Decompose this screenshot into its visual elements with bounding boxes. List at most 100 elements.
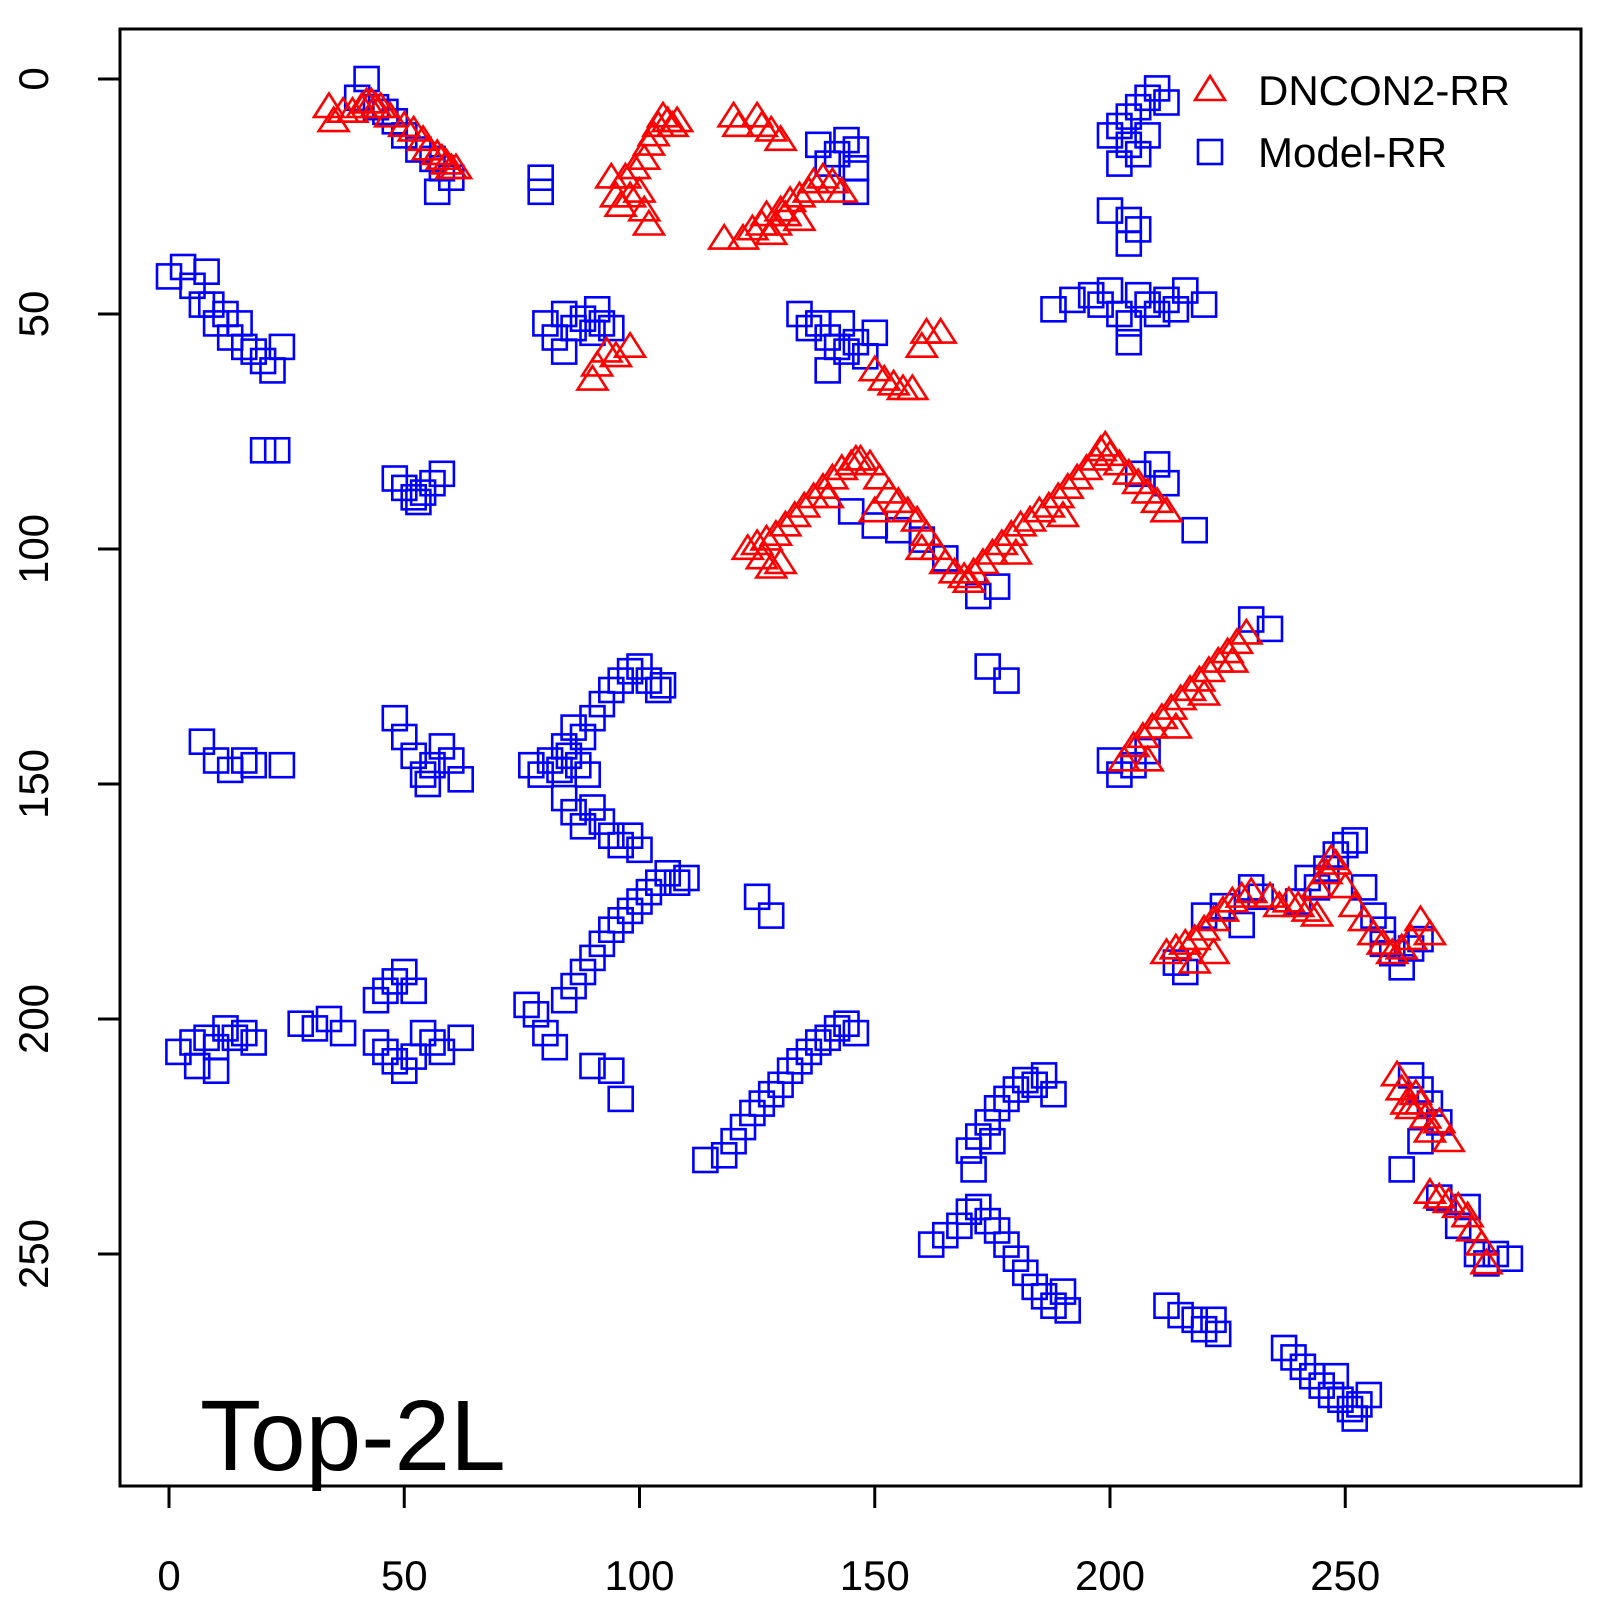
model-rr-point <box>1002 1076 1030 1103</box>
model-rr-point <box>263 436 291 464</box>
model-rr-point <box>1106 300 1133 328</box>
model-rr-point <box>202 1057 230 1084</box>
model-rr-point <box>795 314 823 342</box>
dncon2-rr-point <box>1299 899 1335 927</box>
dncon2-rr-point <box>1186 678 1222 706</box>
dncon2-rr-point <box>1374 937 1410 965</box>
model-rr-point <box>588 310 616 337</box>
model-rr-point <box>1134 737 1161 765</box>
model-rr-point <box>569 958 597 986</box>
model-rr-point <box>993 1231 1020 1258</box>
model-rr-point <box>1172 277 1199 304</box>
model-rr-point <box>1350 874 1378 901</box>
y-tick-label: 50 <box>10 291 57 338</box>
model-rr-point <box>616 657 644 685</box>
model-rr-point <box>597 822 625 850</box>
model-rr-point <box>1153 469 1180 497</box>
dncon2-rr-point <box>975 537 1010 565</box>
dncon2-rr-point <box>1412 1176 1448 1204</box>
model-rr-point <box>1124 140 1152 168</box>
model-rr-point <box>1106 150 1133 177</box>
model-rr-point <box>946 1212 973 1240</box>
model-rr-point <box>1153 1292 1180 1319</box>
dncon2-rr-point <box>1012 504 1048 532</box>
model-rr-point <box>635 667 663 694</box>
dncon2-rr-point <box>1083 434 1118 462</box>
model-rr-point <box>569 305 597 333</box>
model-rr-point <box>1011 1066 1039 1094</box>
model-rr-point <box>550 338 578 365</box>
model-rr-point <box>405 488 432 516</box>
model-rr-point <box>607 667 635 694</box>
model-rr-point <box>837 498 865 525</box>
model-rr-point <box>212 1015 239 1042</box>
model-rr-point <box>221 1024 249 1052</box>
dncon2-rr-point <box>857 495 893 523</box>
model-rr-point <box>390 474 418 502</box>
dncon2-rr-point <box>763 547 798 575</box>
model-rr-point <box>607 831 635 859</box>
model-rr-point <box>428 460 456 488</box>
model-rr-point <box>960 1156 987 1183</box>
model-rr-point <box>527 164 555 191</box>
dncon2-rr-point <box>593 161 629 189</box>
dncon2-rr-point <box>1233 876 1269 904</box>
model-rr-point <box>1247 883 1274 911</box>
model-rr-point <box>654 859 682 887</box>
x-tick-label: 200 <box>1075 1552 1145 1599</box>
model-rr-point <box>1115 310 1143 337</box>
legend-label: DNCON2-RR <box>1258 67 1510 114</box>
model-rr-point <box>579 1052 606 1080</box>
dncon2-rr-point <box>1224 880 1260 908</box>
dncon2-rr-point <box>1196 937 1231 965</box>
model-rr-point <box>372 1038 399 1066</box>
dncon2-rr-point <box>1205 894 1241 922</box>
model-rr-point <box>569 723 597 751</box>
dncon2-rr-point <box>993 518 1029 547</box>
dncon2-rr-point <box>730 532 766 561</box>
model-rr-point <box>1200 1306 1227 1334</box>
dncon2-rr-point <box>429 147 464 175</box>
model-rr-point <box>1120 751 1147 779</box>
annotation-text: Top-2L <box>200 1380 506 1492</box>
model-rr-point <box>1181 1306 1208 1334</box>
model-rr-point <box>1346 1391 1373 1418</box>
dncon2-rr-point <box>1262 890 1297 918</box>
dncon2-rr-point <box>876 368 911 396</box>
dncon2-rr-point <box>1393 1092 1429 1120</box>
model-rr-point <box>532 1019 559 1047</box>
model-rr-point <box>974 1207 1002 1235</box>
model-rr-point <box>1181 516 1208 544</box>
y-tick-label: 0 <box>10 67 57 90</box>
dncon2-rr-point <box>1149 495 1184 523</box>
model-rr-point <box>616 822 644 850</box>
model-rr-point <box>240 1029 267 1056</box>
model-rr-point <box>550 986 578 1014</box>
model-rr-point <box>179 272 206 300</box>
dncon2-rr-point <box>946 561 982 589</box>
model-rr-point <box>428 733 456 760</box>
model-rr-point <box>720 1127 747 1155</box>
model-rr-point <box>1115 131 1143 159</box>
dncon2-rr-point <box>1403 904 1438 932</box>
model-rr-point <box>381 968 409 995</box>
dncon2-rr-point <box>753 551 789 579</box>
model-rr-point <box>569 812 597 840</box>
dncon2-rr-point <box>1469 1247 1504 1275</box>
dncon2-rr-point <box>852 448 888 476</box>
model-rr-point <box>536 747 564 774</box>
model-rr-point <box>588 808 616 835</box>
model-rr-point <box>644 676 672 704</box>
model-rr-point <box>419 1029 446 1056</box>
dncon2-rr-point <box>1003 509 1038 537</box>
model-rr-point <box>419 751 446 779</box>
model-rr-point <box>955 1198 983 1225</box>
model-rr-point <box>979 1127 1006 1155</box>
model-rr-point <box>1124 216 1152 243</box>
dncon2-rr-point <box>438 152 474 180</box>
dncon2-rr-point <box>899 504 935 532</box>
model-rr-point <box>635 878 663 906</box>
model-rr-point <box>983 1095 1011 1122</box>
dncon2-rr-point <box>1149 937 1184 965</box>
model-rr-point <box>231 1019 258 1047</box>
